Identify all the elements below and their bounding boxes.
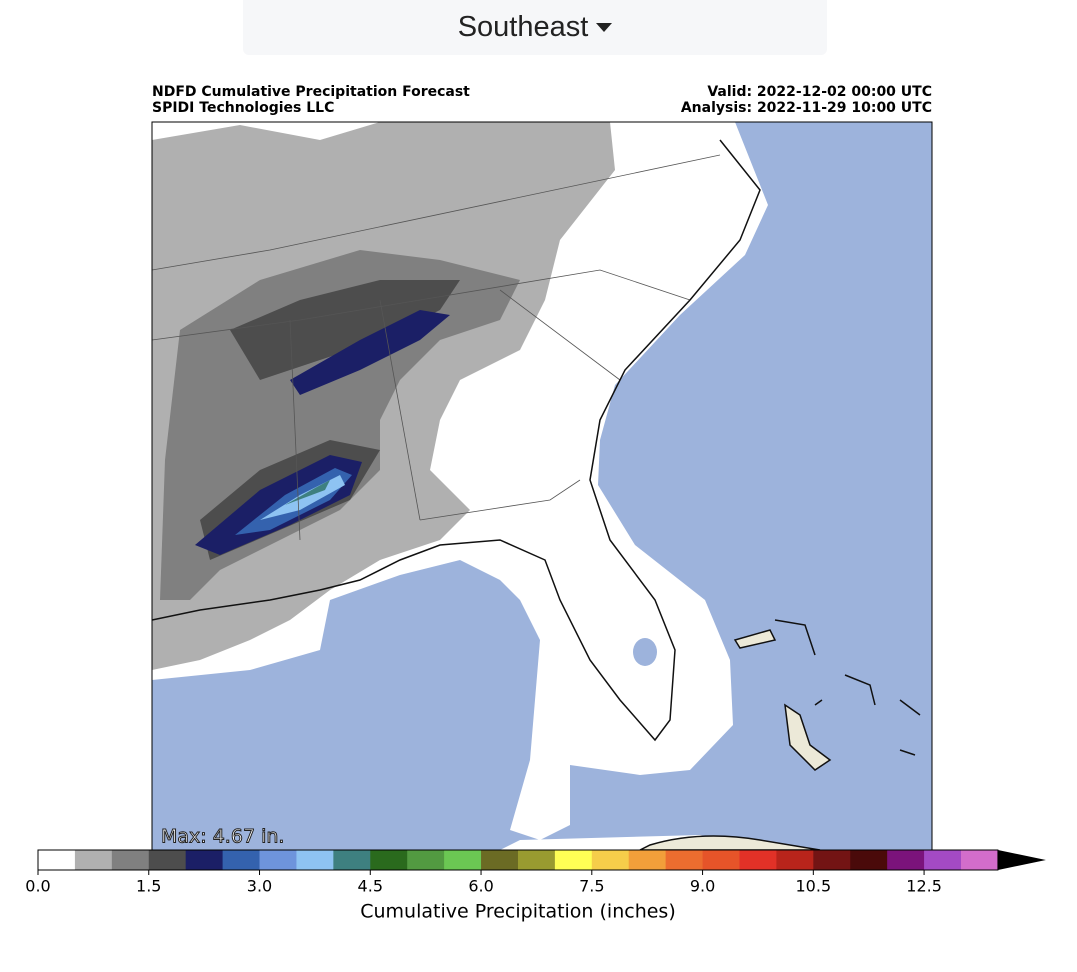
colorbar-segment bbox=[628, 850, 667, 870]
colorbar-tick-label: 10.5 bbox=[796, 877, 832, 896]
colorbar-extend bbox=[997, 850, 1046, 870]
colorbar-segment bbox=[517, 850, 556, 870]
colorbar-segment bbox=[259, 850, 297, 870]
region-label: Southeast bbox=[457, 11, 589, 43]
colorbar-tick-label: 3.0 bbox=[247, 877, 272, 896]
colorbar-segment bbox=[444, 850, 482, 870]
colorbar-segment bbox=[111, 850, 150, 870]
colorbar-segment bbox=[148, 850, 187, 870]
colorbar-segment bbox=[591, 850, 630, 870]
colorbar-segment bbox=[185, 850, 224, 870]
max-label: Max: 4.67 in. bbox=[161, 826, 284, 848]
colorbar-segment bbox=[74, 850, 113, 870]
colorbar-segment bbox=[739, 850, 777, 870]
region-dropdown[interactable]: Southeast bbox=[243, 0, 827, 55]
colorbar-segment bbox=[296, 850, 334, 870]
valid-time: Valid: 2022-12-02 00:00 UTC bbox=[707, 84, 932, 100]
colorbar-segment bbox=[333, 850, 371, 870]
colorbar-segment bbox=[665, 850, 704, 870]
colorbar-tick-label: 7.5 bbox=[579, 877, 604, 896]
colorbar-tick-label: 1.5 bbox=[136, 877, 161, 896]
map-title: NDFD Cumulative Precipitation Forecast bbox=[152, 84, 470, 100]
colorbar-tick-label: 9.0 bbox=[690, 877, 715, 896]
colorbar-tick-label: 6.0 bbox=[468, 877, 493, 896]
colorbar-segment bbox=[776, 850, 814, 870]
colorbar-segment bbox=[222, 850, 261, 870]
colorbar-segment bbox=[702, 850, 740, 870]
analysis-time: Analysis: 2022-11-29 10:00 UTC bbox=[681, 100, 932, 116]
map-subtitle: SPIDI Technologies LLC bbox=[152, 100, 334, 116]
colorbar-segment bbox=[850, 850, 888, 870]
colorbar-segment bbox=[38, 850, 76, 870]
colorbar-frame bbox=[37, 849, 999, 871]
caret bbox=[596, 23, 613, 32]
colorbar-tick-label: 12.5 bbox=[906, 877, 942, 896]
colorbar-segment bbox=[481, 850, 519, 870]
colorbar-segment bbox=[407, 850, 445, 870]
colorbar-segment bbox=[370, 850, 408, 870]
colorbar-tick-label: 4.5 bbox=[358, 877, 383, 896]
colorbar-segment bbox=[924, 850, 962, 870]
colorbar-segment bbox=[554, 850, 593, 870]
colorbar-tick-label: 0.0 bbox=[25, 877, 50, 896]
colorbar-segment bbox=[813, 850, 851, 870]
colorbar-label: Cumulative Precipitation (inches) bbox=[360, 901, 676, 923]
colorbar-segment bbox=[961, 850, 999, 870]
map bbox=[152, 122, 932, 850]
colorbar-segment bbox=[887, 850, 925, 870]
